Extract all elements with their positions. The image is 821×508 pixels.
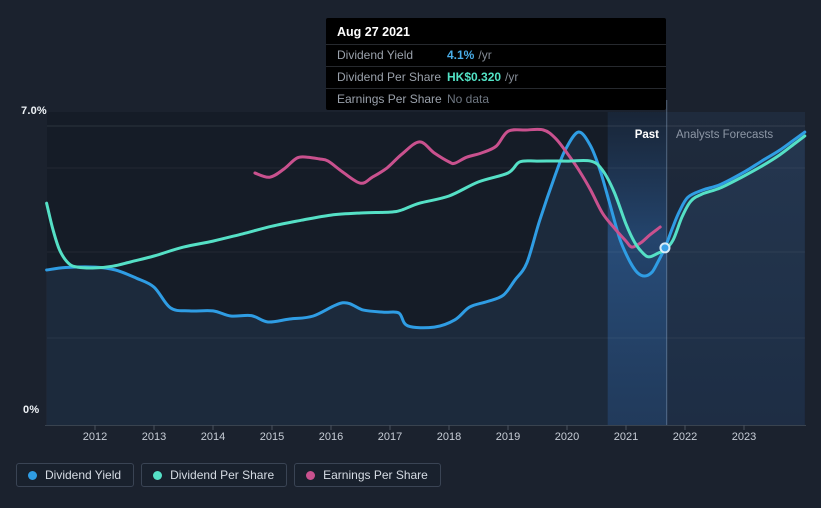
y-axis-max-label: 7.0% (21, 105, 47, 117)
x-axis-label-2020: 2020 (554, 431, 580, 443)
legend-item-dividend-yield[interactable]: Dividend Yield (16, 463, 135, 487)
x-axis-label-2016: 2016 (318, 431, 344, 443)
tooltip-row-label: Dividend Per Share (337, 70, 442, 84)
x-axis-label-2015: 2015 (259, 431, 285, 443)
x-axis-label-2014: 2014 (200, 431, 226, 443)
dividend-yield-line (45, 130, 807, 330)
earnings-per-share-line (253, 127, 662, 249)
tooltip-row-label: Earnings Per Share (337, 92, 442, 106)
dividend-per-share-line (45, 134, 807, 270)
earnings-per-share-dot-icon (306, 470, 316, 480)
tooltip-row-value: No data (447, 92, 490, 106)
x-axis-label-2012: 2012 (82, 431, 108, 443)
tooltip-row-value: 4.1% (447, 48, 475, 62)
tooltip-row-unit: /yr (478, 48, 492, 62)
x-axis-label-2013: 2013 (141, 431, 167, 443)
x-axis-label-2017: 2017 (377, 431, 403, 443)
tooltip-row-label: Dividend Yield (337, 48, 414, 62)
dividend-yield-dot-icon (28, 470, 37, 480)
x-axis-label-2023: 2023 (731, 431, 757, 443)
x-axis-label-2019: 2019 (495, 431, 521, 443)
legend-item-earnings-per-share[interactable]: Earnings Per Share (294, 463, 441, 487)
tooltip-row: Dividend Per Share HK$0.320/yr (326, 66, 666, 88)
legend-item-label: Earnings Per Share (323, 468, 428, 482)
past-label: Past (634, 129, 659, 141)
past-region-background (47, 112, 667, 425)
legend-item-label: Dividend Yield (45, 468, 122, 482)
hover-point-marker (659, 242, 671, 254)
x-axis-label-2022: 2022 (672, 431, 698, 443)
legend-item-label: Dividend Per Share (170, 468, 275, 482)
dividend-per-share-dot-icon (153, 470, 163, 480)
forecast-region-background (666, 112, 805, 425)
x-axis-label-2021: 2021 (613, 431, 639, 443)
hover-highlight-band (607, 112, 667, 425)
legend-item-dividend-per-share[interactable]: Dividend Per Share (141, 463, 288, 487)
chart-legend: Dividend Yield Dividend Per Share Earnings… (16, 463, 441, 487)
tooltip-date: Aug 27 2021 (337, 25, 410, 39)
tooltip-row-unit: /yr (505, 70, 519, 84)
tooltip-row-value: HK$0.320 (447, 70, 502, 84)
x-axis-label-2018: 2018 (436, 431, 462, 443)
hover-tooltip: Aug 27 2021 Dividend Yield 4.1%/yr Dividen… (326, 18, 666, 110)
y-axis-min-label: 0% (23, 404, 40, 416)
analysts-forecasts-label: Analysts Forecasts (676, 129, 774, 141)
tooltip-row: Earnings Per Share No data (326, 88, 666, 110)
tooltip-rows: Dividend Yield 4.1%/yr Dividend Per Share H… (326, 44, 666, 110)
tooltip-row: Dividend Yield 4.1%/yr (326, 44, 666, 66)
